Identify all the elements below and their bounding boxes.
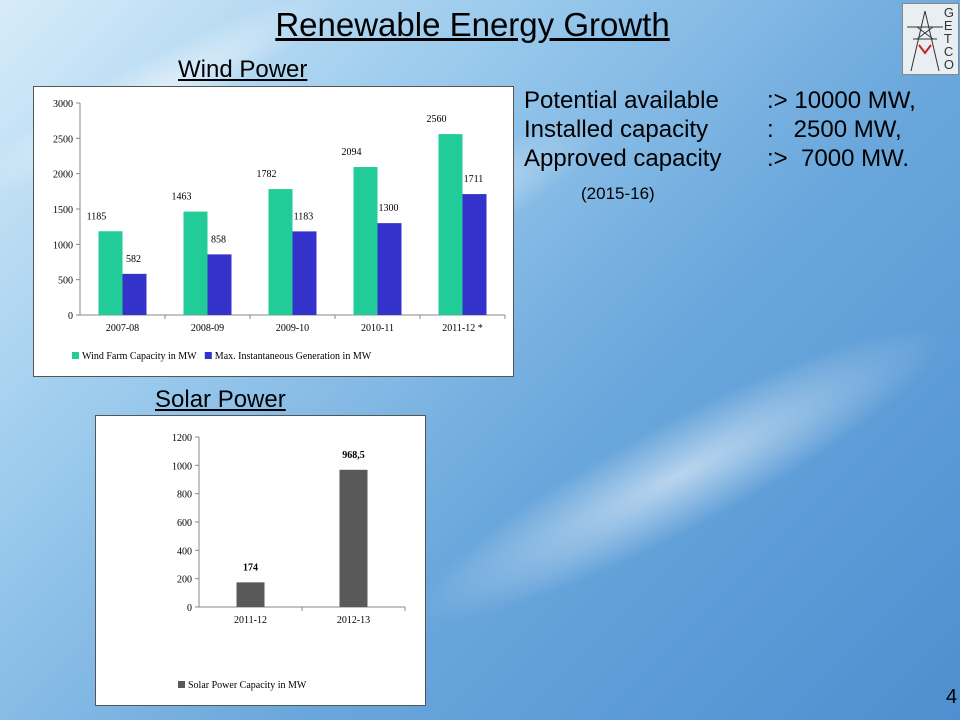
legend-label: Solar Power Capacity in MW (188, 680, 307, 691)
info-value: :> 10000 MW, (767, 86, 916, 115)
data-label: 582 (126, 254, 141, 265)
y-tick-label: 0 (187, 603, 192, 614)
bar (340, 470, 368, 607)
logo-letters: G E T C O (944, 6, 954, 71)
y-tick-label: 400 (177, 546, 192, 557)
solar-chart: 0 200 400 600 800 1000 1200 2011-12 174 2012-13 96… (96, 416, 425, 705)
info-value: : 2500 MW, (767, 115, 902, 144)
x-tick-label: 2008-09 (191, 323, 224, 334)
wind-info: Potential available :> 10000 MW, Install… (524, 86, 916, 173)
bar (237, 582, 265, 607)
y-tick-label: 1000 (172, 461, 192, 472)
data-label: 1183 (294, 211, 314, 222)
data-label: 1300 (379, 203, 399, 214)
y-tick-label: 800 (177, 490, 192, 501)
x-tick-label: 2010-11 (361, 323, 394, 334)
data-label: 1711 (464, 174, 484, 185)
tower-icon (905, 5, 945, 73)
legend-swatch (178, 681, 185, 688)
bar (184, 212, 208, 315)
bar (439, 134, 463, 315)
info-note: (2015-16) (581, 184, 655, 204)
bar (269, 189, 293, 315)
data-label: 2560 (427, 114, 447, 125)
legend-swatch (205, 352, 212, 359)
y-tick-label: 3000 (53, 99, 73, 110)
info-label: Potential available (524, 86, 767, 115)
legend-label: Max. Instantaneous Generation in MW (215, 351, 372, 362)
y-tick-label: 0 (68, 311, 73, 322)
bar (463, 194, 487, 315)
page-number: 4 (946, 686, 957, 709)
info-label: Installed capacity (524, 115, 767, 144)
bar (378, 223, 402, 315)
y-tick-label: 2500 (53, 134, 73, 145)
wind-power-heading: Wind Power (178, 56, 307, 84)
x-tick-label: 2007-08 (106, 323, 139, 334)
bar (123, 274, 147, 315)
y-tick-label: 500 (58, 276, 73, 287)
info-row-installed: Installed capacity : 2500 MW, (524, 115, 916, 144)
data-label: 968,5 (342, 450, 365, 461)
data-label: 1782 (257, 169, 277, 180)
wind-chart-frame: 0 500 1000 1500 2000 2500 3000 2007-08 1185 582 20… (33, 86, 514, 377)
bar (208, 254, 232, 315)
bar (99, 231, 123, 315)
y-tick-label: 2000 (53, 170, 73, 181)
x-tick-label: 2011-12 (234, 615, 267, 626)
y-tick-label: 600 (177, 518, 192, 529)
data-label: 1463 (172, 192, 192, 203)
info-value: :> 7000 MW. (767, 144, 909, 173)
data-label: 2094 (342, 147, 362, 158)
info-row-potential: Potential available :> 10000 MW, (524, 86, 916, 115)
y-tick-label: 1200 (172, 433, 192, 444)
info-label: Approved capacity (524, 144, 767, 173)
legend-swatch (72, 352, 79, 359)
x-tick-label: 2011-12 * (442, 323, 482, 334)
y-tick-label: 200 (177, 575, 192, 586)
wind-chart: 0 500 1000 1500 2000 2500 3000 2007-08 1185 582 20… (34, 87, 513, 376)
logo-letter: O (944, 58, 954, 71)
legend-label: Wind Farm Capacity in MW (82, 351, 197, 362)
data-label: 1185 (87, 211, 107, 222)
slide-title: Renewable Energy Growth (0, 6, 945, 44)
bar (293, 231, 317, 315)
solar-chart-frame: 0 200 400 600 800 1000 1200 2011-12 174 2012-13 96… (95, 415, 426, 706)
x-tick-label: 2009-10 (276, 323, 309, 334)
solar-power-heading: Solar Power (155, 386, 286, 414)
bar (354, 167, 378, 315)
data-label: 174 (243, 562, 258, 573)
x-tick-label: 2012-13 (337, 615, 370, 626)
y-tick-label: 1000 (53, 240, 73, 251)
info-row-approved: Approved capacity :> 7000 MW. (524, 144, 916, 173)
data-label: 858 (211, 234, 226, 245)
getco-logo: G E T C O (902, 3, 959, 75)
y-tick-label: 1500 (53, 205, 73, 216)
